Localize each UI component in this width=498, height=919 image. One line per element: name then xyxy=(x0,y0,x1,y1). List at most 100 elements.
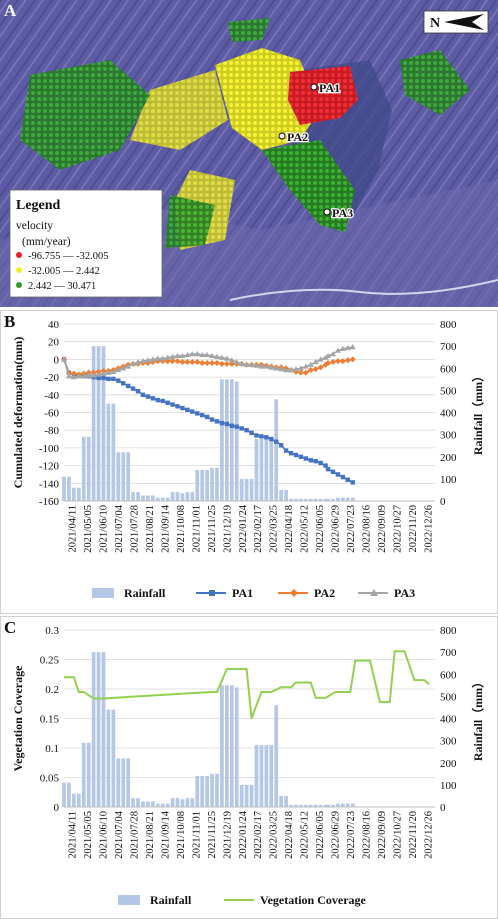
pa2-point xyxy=(339,358,346,365)
pa3-point xyxy=(164,354,171,360)
north-arrow-icon xyxy=(444,14,484,30)
green-point-cluster xyxy=(20,60,150,170)
pa3-point xyxy=(297,365,304,371)
legend-swatch-green xyxy=(16,282,22,288)
pa3-point xyxy=(334,347,341,353)
legend-marker xyxy=(209,590,215,596)
rainfall-bar xyxy=(175,798,180,807)
x-tick-label: 2022/06/05 xyxy=(315,811,326,859)
x-tick-label: 2022/08/16 xyxy=(361,505,372,553)
rainfall-bar xyxy=(136,492,140,501)
y-tick-label-right: 700 xyxy=(440,341,457,353)
rainfall-bar xyxy=(234,687,239,807)
x-tick-label: 2022/05/12 xyxy=(300,811,311,859)
rainfall-bar xyxy=(323,804,328,807)
x-tick-label: 2021/12/19 xyxy=(222,811,233,859)
y-tick-label-right: 600 xyxy=(440,669,457,681)
legend-unit: (mm/year) xyxy=(22,236,71,248)
pa3-point xyxy=(283,367,290,373)
pa2-point xyxy=(149,359,156,366)
rainfall-bar xyxy=(155,803,160,807)
x-tick-label: 2022/01/24 xyxy=(238,810,249,859)
rainfall-bar xyxy=(210,467,214,501)
pa3-point xyxy=(204,351,211,358)
pa1-point xyxy=(323,463,328,468)
pa3-point xyxy=(317,356,324,362)
pa3-point xyxy=(154,355,161,361)
x-tick-label: 2022/05/12 xyxy=(300,505,311,553)
y-axis-title-right: Rainfall（mm） xyxy=(470,676,485,761)
pa2-point xyxy=(159,358,166,365)
pa1-point xyxy=(303,456,309,461)
rainfall-bar xyxy=(345,803,350,807)
rainfall-bar xyxy=(323,498,328,501)
pa3-point xyxy=(80,373,87,379)
pa1-point xyxy=(288,451,294,456)
x-tick-label: 2022/06/29 xyxy=(331,811,342,859)
vegetation-coverage-line xyxy=(64,650,430,719)
pa3-point xyxy=(263,363,270,369)
pa1-point xyxy=(96,375,101,381)
pa3-marker: PA3 xyxy=(323,205,354,221)
rainfall-bar xyxy=(146,495,150,501)
pa1-point xyxy=(325,466,331,472)
rainfall-bar xyxy=(190,492,195,501)
green-point-cluster xyxy=(165,195,215,248)
x-tick-label: 2022/04/18 xyxy=(284,811,295,859)
pa2-marker: PA2 xyxy=(278,129,309,145)
pa3-point xyxy=(110,368,117,374)
legend-box: Legend velocity (mm/year) -96.755 — -32.… xyxy=(9,189,163,298)
vegetation-chart: C 0 0.05 0.1 0.15 0.2 0.25 0.3 0 100 200 300 400 500… xyxy=(0,616,498,919)
pa1-point xyxy=(283,448,289,453)
rainfall-bar xyxy=(67,476,71,501)
rainfall-bar xyxy=(350,497,355,501)
pa3-point xyxy=(115,367,122,373)
rainfall-bar xyxy=(234,381,239,501)
pa1-point xyxy=(209,417,215,422)
rainfall-bar xyxy=(299,498,303,501)
pa3-point xyxy=(312,359,319,365)
rainfall-bar xyxy=(220,685,224,807)
rainfall-bar xyxy=(126,758,131,807)
x-tick-label: 2022/02/17 xyxy=(253,505,264,553)
y-tick-label-left: 0.1 xyxy=(45,743,59,755)
pa3-point xyxy=(70,374,77,380)
pa3-point xyxy=(199,351,206,358)
x-tick-label: 2022/06/05 xyxy=(315,505,326,553)
pa3-point xyxy=(329,351,336,357)
rainfall-bar xyxy=(264,745,269,807)
x-tick-label: 2021/08/21 xyxy=(145,811,156,859)
y-tick-label-right: 400 xyxy=(440,408,457,420)
y-tick-label-right: 200 xyxy=(440,758,457,770)
pa3-point xyxy=(307,361,314,367)
pa1-point xyxy=(125,383,131,389)
y-tick-label-left: 40 xyxy=(48,319,60,331)
rainfall-bar xyxy=(279,795,284,807)
rainfall-bar xyxy=(299,804,303,807)
pa2-label: PA2 xyxy=(287,130,308,144)
pa1-point xyxy=(155,397,160,403)
rainfall-bar xyxy=(215,773,219,807)
y-tick-label-left: -120 xyxy=(39,461,60,473)
pa1-point xyxy=(106,376,111,382)
pa1-point xyxy=(318,460,323,466)
y-axis-title-left: Cumulated deformation(mm) xyxy=(11,337,25,489)
y-tick-label-right: 0 xyxy=(440,496,446,508)
rainfall-bar xyxy=(264,439,269,501)
pa3-point xyxy=(95,371,102,377)
pa1-marker: PA1 xyxy=(310,80,341,96)
rainfall-bar xyxy=(259,439,264,501)
pa1-point xyxy=(330,469,336,474)
pa1-point xyxy=(185,407,190,413)
rainfall-bar xyxy=(116,452,121,501)
x-tick-label: 2021/11/25 xyxy=(207,505,218,552)
x-tick-label: 2021/06/10 xyxy=(99,811,110,859)
rainfall-bar xyxy=(81,742,86,807)
rainfall-bar xyxy=(67,782,71,807)
pa3-point xyxy=(268,364,275,370)
pa3-point xyxy=(238,360,245,367)
pa1-point xyxy=(130,386,136,391)
rainfall-bar xyxy=(215,467,219,501)
pa3-point xyxy=(144,357,151,363)
pa3-point xyxy=(273,365,280,371)
